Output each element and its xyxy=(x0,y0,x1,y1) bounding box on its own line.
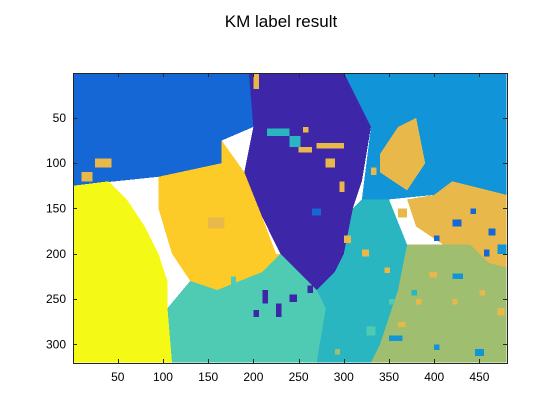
plot-area xyxy=(73,73,507,363)
label-block-6 xyxy=(497,308,505,316)
label-block-9 xyxy=(266,128,290,136)
label-block-2 xyxy=(483,249,490,257)
label-block-6 xyxy=(479,290,485,296)
y-tick-label: 100 xyxy=(46,156,66,170)
label-block-1 xyxy=(307,285,314,293)
label-block-6 xyxy=(325,158,335,168)
label-block-4 xyxy=(389,299,395,305)
x-tick-label: 350 xyxy=(379,370,399,384)
label-block-4 xyxy=(366,326,376,336)
label-region-1 xyxy=(244,73,371,291)
label-region-6 xyxy=(379,117,426,191)
x-tick-label: 450 xyxy=(469,370,489,384)
label-block-6 xyxy=(398,321,406,328)
label-block-6 xyxy=(316,143,344,149)
x-tick-label: 50 xyxy=(111,370,125,384)
label-region-7 xyxy=(158,140,281,291)
chart-title: KM label result xyxy=(225,12,338,31)
y-tick-label: 150 xyxy=(46,201,66,215)
label-block-6 xyxy=(339,181,345,193)
label-block-1 xyxy=(275,303,282,318)
axes-frame xyxy=(73,73,508,364)
label-block-6 xyxy=(95,158,112,168)
x-tick-label: 250 xyxy=(289,370,309,384)
label-region-8 xyxy=(73,181,173,363)
y-tick-label: 300 xyxy=(46,337,66,351)
label-block-2 xyxy=(434,235,440,242)
label-block-6 xyxy=(429,271,437,278)
label-block-3 xyxy=(497,244,507,254)
axes: 50 100 150 200 250 300 350 400 450 50 100 150 200 250… xyxy=(46,73,508,384)
label-block-6 xyxy=(208,217,225,229)
label-block-6 xyxy=(384,267,390,273)
label-block-9 xyxy=(289,135,301,147)
label-block-4 xyxy=(230,276,237,288)
label-block-9 xyxy=(411,290,418,296)
label-block-3 xyxy=(389,335,403,341)
x-tick-label: 150 xyxy=(198,370,218,384)
x-tick-label: 200 xyxy=(243,370,263,384)
y-tick-label: 200 xyxy=(46,247,66,261)
x-tick-label: 400 xyxy=(424,370,444,384)
label-block-4 xyxy=(248,290,255,296)
label-region-5 xyxy=(370,244,507,363)
label-block-1 xyxy=(266,199,273,207)
label-block-1 xyxy=(289,294,297,302)
label-block-1 xyxy=(262,290,268,304)
label-block-6 xyxy=(253,73,259,89)
label-block-6 xyxy=(361,249,370,257)
label-block-2 xyxy=(452,219,462,227)
label-block-2 xyxy=(470,208,476,214)
label-block-2 xyxy=(312,208,322,216)
label-block-5 xyxy=(334,348,341,355)
label-block-6 xyxy=(416,299,422,305)
label-block-7 xyxy=(244,208,254,218)
label-block-6 xyxy=(303,126,309,133)
label-region-2 xyxy=(73,73,254,186)
label-region-4 xyxy=(167,253,326,363)
x-tick-label: 300 xyxy=(334,370,354,384)
y-tick-label: 250 xyxy=(46,292,66,306)
label-block-6 xyxy=(370,167,377,175)
label-block-6 xyxy=(298,146,313,153)
label-block-6 xyxy=(81,172,93,182)
label-block-3 xyxy=(452,273,464,280)
label-block-1 xyxy=(253,309,259,318)
label-block-3 xyxy=(474,348,484,357)
label-region-9 xyxy=(316,199,408,363)
label-block-3 xyxy=(434,344,440,350)
y-tick-label: 50 xyxy=(53,111,67,125)
label-block-2 xyxy=(488,228,496,236)
label-block-6 xyxy=(398,208,408,218)
x-tick-label: 100 xyxy=(153,370,173,384)
label-block-6 xyxy=(452,299,458,305)
label-block-6 xyxy=(343,235,352,243)
